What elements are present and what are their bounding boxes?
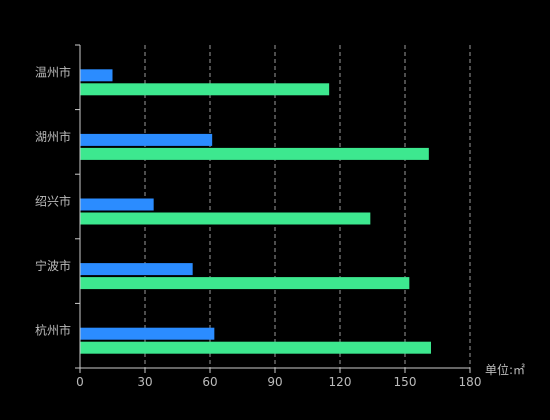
unit-label: 单位:㎡ <box>485 362 525 377</box>
grid-lines <box>144 45 471 368</box>
category-label: 湖州市 <box>35 129 71 144</box>
x-tick-label: 60 <box>202 375 217 389</box>
category-label: 杭州市 <box>35 323 71 338</box>
category-label: 绍兴市 <box>35 194 71 209</box>
x-tick-label: 90 <box>267 375 282 389</box>
category-label: 温州市 <box>35 64 71 79</box>
bar-series-1 <box>80 198 154 211</box>
x-tick-label: 0 <box>76 375 84 389</box>
bar-series-1 <box>80 263 193 276</box>
x-tick-label: 150 <box>394 375 417 389</box>
category-label: 宁波市 <box>35 258 71 273</box>
bars <box>80 69 431 354</box>
x-tick-label: 180 <box>459 375 482 389</box>
bar-series-2 <box>80 147 429 160</box>
bar-series-2 <box>80 212 371 225</box>
bar-series-2 <box>80 83 330 96</box>
bar-series-1 <box>80 327 215 340</box>
bar-series-1 <box>80 69 113 82</box>
x-tick-label: 30 <box>137 375 152 389</box>
x-tick-labels: 0 30 60 90 120 150 180 <box>76 368 481 389</box>
bar-series-1 <box>80 133 213 146</box>
x-tick-label: 120 <box>329 375 352 389</box>
bar-series-2 <box>80 277 410 290</box>
bar-series-2 <box>80 341 431 354</box>
